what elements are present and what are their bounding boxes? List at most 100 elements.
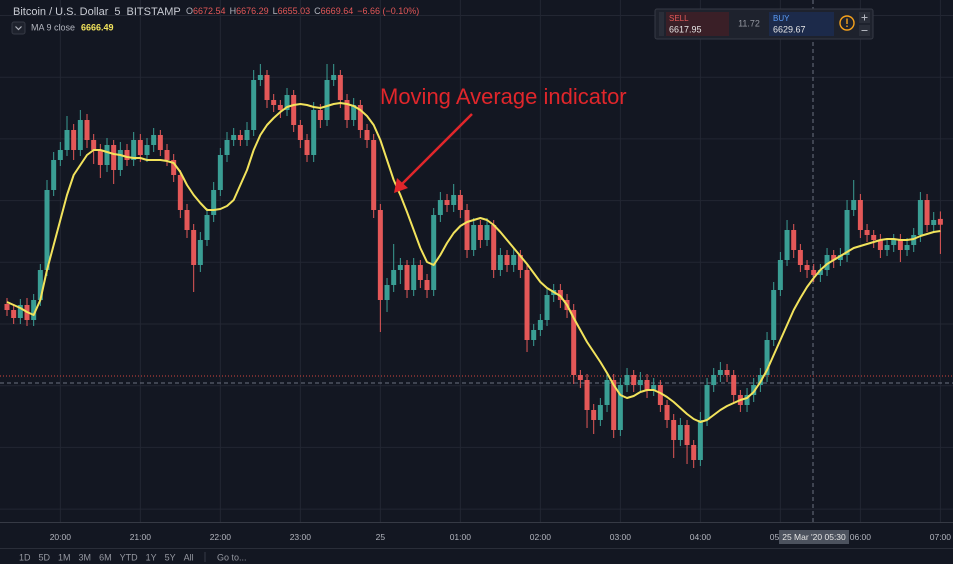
collapse-icon — [15, 26, 22, 31]
candle-body — [191, 230, 197, 265]
indicator-name: MA 9 close — [31, 23, 75, 33]
candle-body — [571, 310, 577, 375]
high-value: 6676.29 — [236, 6, 269, 16]
candle-body — [844, 210, 850, 255]
candle-body — [684, 425, 690, 445]
candle-body — [531, 330, 537, 340]
candle-body — [244, 130, 250, 140]
candle-body — [597, 405, 603, 420]
candle-body — [304, 140, 310, 155]
range-button[interactable]: 6M — [99, 552, 112, 562]
ohlc-header: O6672.54 H6676.29 L6655.03 C6669.64 −6.66 (−… — [186, 6, 419, 16]
plot-area — [4, 64, 943, 468]
interval: 5 — [114, 6, 120, 18]
candle-body — [271, 100, 277, 105]
close-value: 6669.64 — [321, 6, 354, 16]
candle-body — [817, 270, 823, 275]
candle-body — [251, 80, 257, 130]
candle-body — [77, 120, 83, 150]
range-button[interactable]: 5Y — [165, 552, 176, 562]
candle-body — [617, 385, 623, 430]
candle-body — [831, 255, 837, 260]
candle-body — [84, 120, 90, 140]
x-tick-label: 25 — [376, 532, 386, 542]
candle-body — [4, 304, 10, 310]
candle-body — [224, 140, 230, 155]
spread: 11.72 — [738, 18, 760, 28]
goto-button[interactable]: Go to... — [217, 552, 247, 562]
candle-body — [584, 380, 590, 410]
range-button[interactable]: 1D — [19, 552, 31, 562]
x-tick-label: 04:00 — [690, 532, 712, 542]
range-button[interactable]: 1M — [58, 552, 71, 562]
candle-body — [277, 105, 283, 110]
candle-body — [197, 240, 203, 265]
candle-body — [764, 340, 770, 375]
annotation: Moving Average indicator — [380, 84, 627, 109]
x-tick-label: 20:00 — [50, 532, 72, 542]
candle-body — [144, 145, 150, 155]
x-tick-label: 23:00 — [290, 532, 312, 542]
candle-body — [211, 190, 217, 215]
candle-body — [651, 385, 657, 390]
sell-button[interactable] — [666, 12, 729, 36]
candle-body — [357, 105, 363, 130]
collapse-button[interactable] — [11, 21, 26, 35]
candle-body — [464, 210, 470, 250]
candle-body — [391, 270, 397, 285]
candle-body — [904, 245, 910, 250]
candle-body — [491, 225, 497, 270]
candle-body — [657, 385, 663, 405]
candle-body — [17, 305, 23, 318]
symbol: Bitcoin / U.S. Dollar — [13, 6, 109, 18]
candle-body — [877, 240, 883, 250]
candle-body — [544, 295, 550, 320]
candle-body — [717, 370, 723, 375]
candle-body — [884, 245, 890, 250]
range-button[interactable]: 1Y — [146, 552, 157, 562]
candle-body — [231, 135, 237, 140]
range-button[interactable]: 5D — [39, 552, 51, 562]
candle-body — [537, 320, 543, 330]
candle-body — [837, 255, 843, 260]
candle-body — [237, 135, 243, 140]
range-button[interactable]: 3M — [79, 552, 92, 562]
range-button[interactable]: All — [184, 552, 194, 562]
candle-body — [297, 125, 303, 140]
candle-body — [97, 150, 103, 165]
candle-body — [931, 220, 937, 225]
info-button[interactable] — [839, 15, 855, 31]
candle-body — [724, 370, 730, 375]
candle-body — [284, 95, 290, 110]
candle-body — [364, 130, 370, 140]
candle-body — [664, 405, 670, 420]
change-value: −6.66 (−0.10%) — [357, 6, 419, 16]
candle-body — [171, 160, 177, 175]
candle-body — [111, 145, 117, 170]
indicator-legend: MA 9 close 6666.49 — [31, 23, 114, 33]
candle-body — [751, 385, 757, 395]
candle-body — [711, 375, 717, 385]
sell-price: 6617.95 — [669, 24, 702, 34]
candle-body — [864, 230, 870, 235]
candle-body — [677, 425, 683, 440]
toolbar — [0, 548, 953, 564]
candle-body — [704, 385, 710, 420]
candle-body — [404, 265, 410, 290]
candle-body — [397, 265, 403, 270]
candle-body — [91, 140, 97, 150]
candle-body — [317, 110, 323, 120]
x-tick-label: 03:00 — [610, 532, 632, 542]
candle-body — [744, 395, 750, 405]
buy-button[interactable] — [769, 12, 834, 36]
buy-price: 6629.67 — [773, 24, 806, 34]
ohlc-letter: H — [230, 6, 237, 16]
candle-body — [611, 380, 617, 430]
x-tick-label: 07:00 — [930, 532, 952, 542]
candle-body — [411, 265, 417, 290]
candle-body — [637, 380, 643, 385]
range-button[interactable]: YTD — [120, 552, 139, 562]
